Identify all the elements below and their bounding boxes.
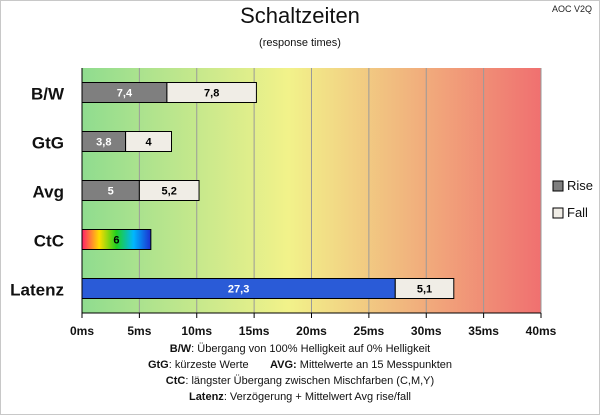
footer-text-gtg: : kürzeste Werte bbox=[168, 359, 249, 371]
bar-fall bbox=[394, 278, 455, 299]
footer-line-4: Latenz: Verzögerung + Mittelwert Avg ris… bbox=[0, 389, 600, 405]
data-label-fall: 7,8 bbox=[204, 88, 219, 100]
data-label-rise: 6 bbox=[113, 235, 119, 247]
footer-line-2: GtG: kürzeste Werte AVG: Mittelwerte an … bbox=[0, 357, 600, 373]
footer-text-latenz: : Verzögerung + Mittelwert Avg rise/fall bbox=[223, 391, 412, 403]
category-label: GtG bbox=[32, 134, 64, 153]
data-label-rise: 7,4 bbox=[117, 88, 133, 100]
footer-text-avg: Mittelwerte an 15 Messpunkten bbox=[296, 359, 453, 371]
bar-fall bbox=[125, 131, 173, 152]
x-tick-label: 0ms bbox=[70, 324, 94, 338]
x-tick-label: 30ms bbox=[411, 324, 442, 338]
category-label: Avg bbox=[33, 183, 65, 202]
footer-text-bw: : Übergang von 100% Helligkeit auf 0% He… bbox=[191, 343, 431, 355]
data-label-fall: 4 bbox=[145, 137, 152, 149]
x-tick-label: 20ms bbox=[296, 324, 327, 338]
legend-rise-swatch bbox=[552, 180, 564, 192]
bar-fall bbox=[138, 180, 200, 201]
footer-line-1: B/W: Übergang von 100% Helligkeit auf 0%… bbox=[0, 341, 600, 357]
bar-group: 7,4 7,8 3,8 4 5 5,2 6 27,3 5,1 bbox=[81, 82, 455, 299]
footer-key-ctc: CtC bbox=[165, 375, 186, 387]
x-tick-label: 5ms bbox=[127, 324, 151, 338]
chart-subtitle: (response times) bbox=[259, 37, 341, 49]
data-label-rise: 3,8 bbox=[96, 137, 111, 149]
x-tick-label: 25ms bbox=[354, 324, 385, 338]
tick-labels: 0ms 5ms 10ms 15ms 20ms 25ms 30ms 35ms 40ms bbox=[70, 324, 557, 338]
legend-rise-label: Rise bbox=[567, 178, 593, 193]
chart-title: Schaltzeiten bbox=[240, 3, 360, 28]
footer-key-latenz: Latenz bbox=[188, 391, 224, 403]
legend-fall-swatch bbox=[552, 207, 564, 219]
footer-key-gtg: GtG bbox=[147, 359, 169, 371]
bar-fall bbox=[166, 82, 257, 103]
bar-rise bbox=[81, 229, 152, 250]
data-label-rise: 5 bbox=[108, 186, 114, 198]
data-label-fall: 5,1 bbox=[417, 284, 432, 296]
category-label: Latenz bbox=[10, 281, 64, 300]
data-label-rise: 27,3 bbox=[228, 284, 249, 296]
legend: Rise Fall bbox=[552, 178, 593, 220]
brand-label: AOC V2Q bbox=[551, 4, 592, 14]
legend-fall-label: Fall bbox=[567, 205, 588, 220]
x-tick-label: 40ms bbox=[526, 324, 557, 338]
category-label: CtC bbox=[34, 232, 64, 251]
footer-line-3: CtC: längster Übergang zwischen Mischfar… bbox=[0, 373, 600, 389]
x-tick-label: 10ms bbox=[181, 324, 212, 338]
category-labels: B/W GtG Avg CtC Latenz bbox=[10, 85, 65, 300]
footer-key-avg: AVG: bbox=[270, 359, 297, 371]
x-tick-label: 15ms bbox=[239, 324, 270, 338]
category-label: B/W bbox=[31, 85, 65, 104]
data-label-fall: 5,2 bbox=[162, 186, 177, 198]
footer-text-ctc: : längster Übergang zwischen Mischfarben… bbox=[185, 375, 435, 387]
x-tick-label: 35ms bbox=[468, 324, 499, 338]
footer-key-bw: B/W bbox=[169, 343, 192, 355]
